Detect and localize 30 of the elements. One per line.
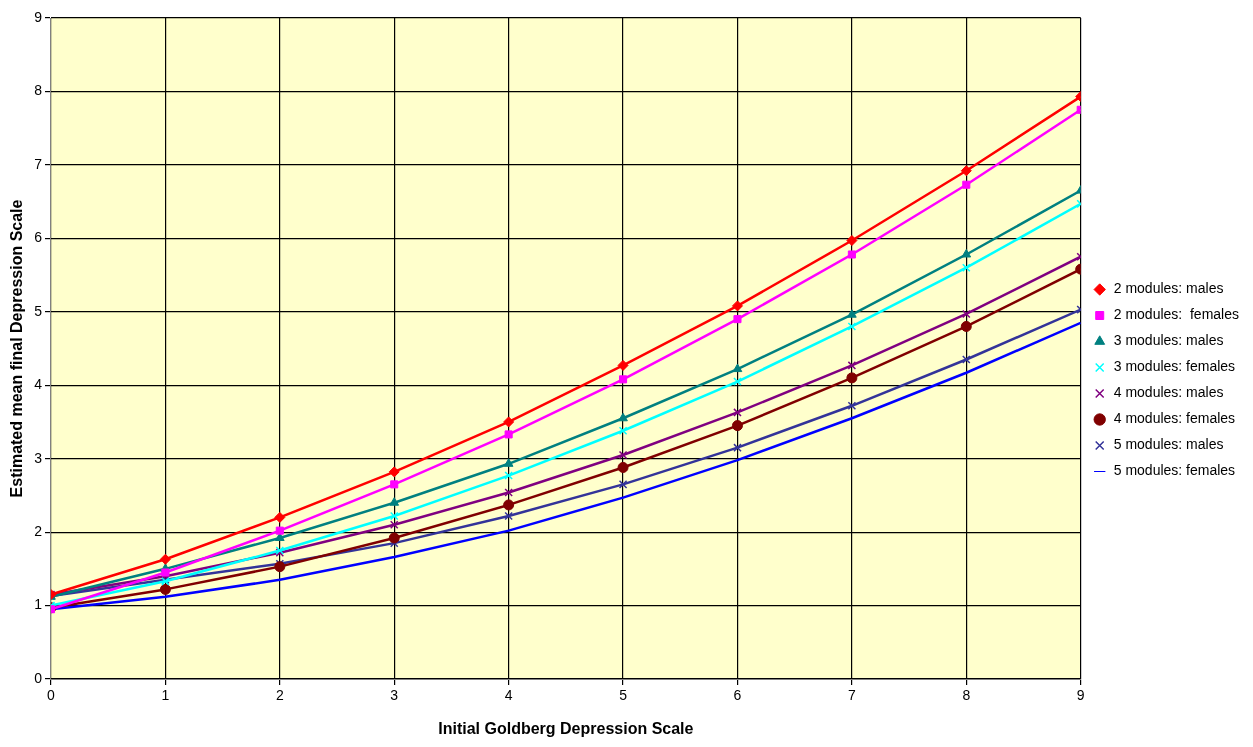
x-tick-label: 2 [275,687,284,704]
legend-label: 5 modules: males [1113,436,1224,453]
y-tick-label: 3 [34,449,43,466]
x-tick-label: 8 [962,687,971,704]
legend-label: 2 modules: females [1113,306,1240,323]
x-tick-label: 7 [847,687,856,704]
x-tick-label: 9 [1076,687,1085,704]
y-tick-label: 8 [34,82,43,99]
legend-label: 3 modules: females [1113,358,1236,375]
y-tick-label: 1 [34,596,43,613]
legend-label: 4 modules: females [1113,410,1236,427]
legend-label: 3 modules: males [1113,332,1224,349]
legend-label: 2 modules: males [1113,280,1224,297]
x-tick-label: 4 [504,687,513,704]
y-tick-label: 2 [34,522,43,539]
x-tick-label: 5 [619,687,628,704]
y-tick-label: 4 [34,376,43,393]
y-axis-title: Estimated mean final Depression Scale [8,199,26,498]
legend-label: 4 modules: males [1113,384,1224,401]
x-tick-label: 0 [47,687,56,704]
x-tick-label: 1 [161,687,170,704]
y-tick-label: 5 [34,302,43,319]
y-tick-label: 7 [34,155,43,172]
legend-label: 5 modules: females [1113,462,1236,479]
y-tick-label: 6 [34,229,43,246]
y-tick-label: 0 [34,669,43,686]
x-tick-label: 3 [390,687,399,704]
x-tick-label: 6 [733,687,742,704]
y-tick-label: 9 [34,8,43,25]
x-axis-title: Initial Goldberg Depression Scale [438,719,694,737]
